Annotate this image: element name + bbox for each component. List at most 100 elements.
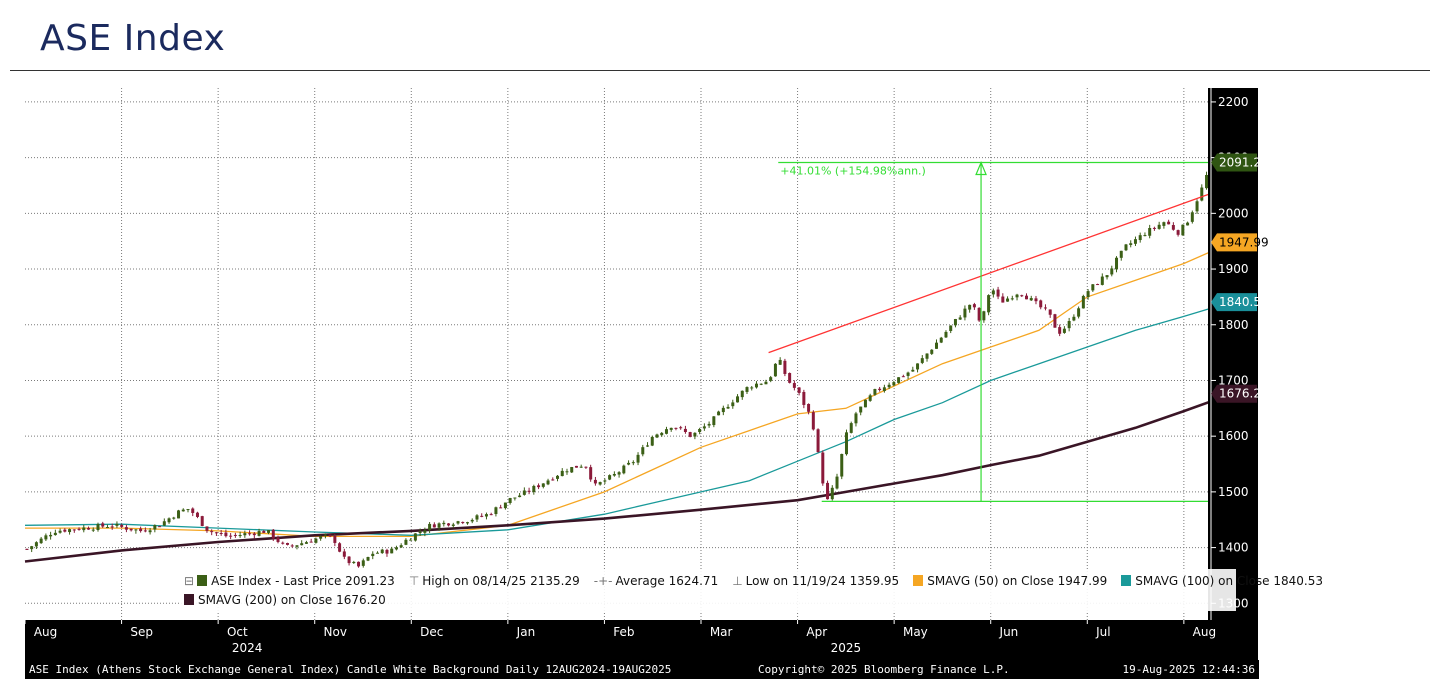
candle-body [953, 319, 957, 326]
candle-body [461, 521, 465, 523]
candle-body [816, 429, 820, 453]
candle-body [158, 526, 162, 528]
candle-body [660, 432, 664, 436]
moving-average-line [24, 301, 1233, 536]
candle-body [778, 359, 782, 365]
candle-body [934, 342, 938, 349]
last-value-label: 2091.23 [1219, 156, 1269, 170]
candle-body [124, 527, 128, 530]
candle-body [418, 531, 422, 534]
candle-body [641, 447, 645, 455]
candle-body [87, 528, 91, 530]
candle-body [916, 363, 920, 370]
annotations: +41.01% (+154.98%ann.) [768, 160, 1257, 502]
y-tick-label: 1600 [1218, 429, 1249, 443]
y-tick-label: 1700 [1218, 373, 1249, 387]
footer-bar: ASE Index (Athens Stock Exchange General… [25, 660, 1259, 679]
candle-body [1072, 316, 1076, 321]
candle-body [925, 353, 929, 359]
candle-body [290, 545, 294, 547]
candle-body [437, 523, 441, 528]
y-tick-label: 1900 [1218, 262, 1249, 276]
candle-body [423, 530, 427, 533]
candle-body [129, 528, 133, 531]
y-axis-background [1208, 88, 1258, 640]
candle-body [191, 508, 195, 513]
candle-body [873, 389, 877, 395]
candle-body [167, 518, 171, 523]
candle-body [664, 429, 668, 434]
candle-body [394, 547, 398, 550]
last-value-badge [1211, 293, 1257, 312]
candle-body [333, 535, 337, 543]
candle-body [987, 295, 991, 313]
candle-body [574, 465, 578, 468]
candle-body [271, 529, 275, 539]
measure-label: +41.01% (+154.98%ann.) [780, 165, 926, 178]
candle-body [532, 485, 536, 493]
candle-body [285, 542, 289, 545]
candle-body [503, 502, 507, 509]
candle-body [200, 516, 204, 526]
candle-body [769, 377, 773, 381]
candle-body [1148, 228, 1152, 236]
page-title: ASE Index [40, 18, 226, 59]
candle-body [1157, 224, 1161, 229]
y-tick-label: 1800 [1218, 318, 1249, 332]
candle-body [1200, 187, 1204, 201]
candle-body [598, 482, 602, 485]
candle-body [314, 538, 318, 543]
candle-body [352, 561, 356, 563]
candle-body [248, 533, 252, 535]
candle-body [115, 523, 119, 526]
candle-body [1171, 225, 1175, 230]
candle-body [380, 549, 384, 554]
candle-body [257, 531, 261, 536]
candle-body [764, 381, 768, 385]
candle-body [1143, 235, 1147, 237]
candle-body [475, 515, 479, 520]
candle-body [949, 325, 953, 331]
candle-body [518, 495, 522, 498]
candle-body [1152, 227, 1156, 229]
candle-body [456, 521, 460, 524]
candle-body [693, 432, 697, 437]
candle-body [541, 483, 545, 487]
candle-body [546, 480, 550, 485]
candle-body [674, 427, 678, 429]
candle-body [1190, 212, 1194, 222]
last-value-label: 1676.20 [1219, 387, 1269, 401]
candle-body [1105, 275, 1109, 278]
candle-body [1162, 222, 1166, 226]
candle-body [788, 373, 792, 383]
candle-body [996, 289, 1000, 297]
candle-body [34, 542, 38, 547]
candle-body [508, 497, 512, 503]
candle-body [892, 382, 896, 386]
candle-body [68, 529, 72, 533]
candle-body [835, 476, 839, 489]
candle-body [863, 399, 867, 408]
candle-body [309, 541, 313, 543]
candle-body [181, 509, 185, 512]
candle-body [560, 470, 564, 477]
candle-body [58, 530, 62, 533]
last-value-label: 1840.53 [1219, 295, 1269, 309]
candle-body [551, 479, 555, 481]
moving-average-line [24, 392, 1233, 563]
x-month-label: Oct [227, 625, 248, 639]
candle-body [375, 552, 379, 554]
candle-body [442, 522, 446, 525]
candle-body [570, 467, 574, 473]
candle-body [807, 403, 811, 412]
candle-body [319, 536, 323, 539]
candle-body [868, 395, 872, 401]
candle-body [470, 519, 474, 522]
x-year-label: 2025 [831, 641, 862, 655]
x-month-label: Aug [34, 625, 57, 639]
candle-body [679, 427, 683, 429]
candle-body [631, 462, 635, 464]
candle-body [773, 363, 777, 377]
candle-body [688, 432, 692, 437]
candle-body [466, 522, 470, 524]
